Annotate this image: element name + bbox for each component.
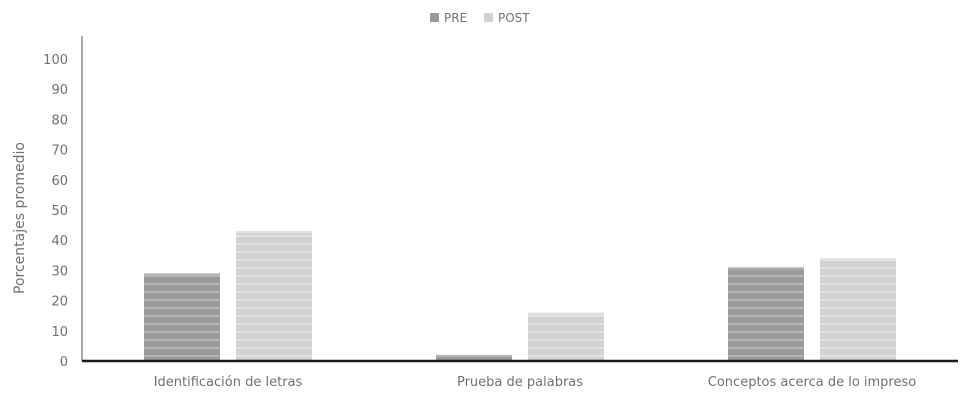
y-tick-label-20: 20 [51, 295, 68, 310]
y-tick-label-50: 50 [51, 204, 68, 219]
bar-pre-1 [436, 354, 512, 361]
y-tick-label-80: 80 [51, 113, 68, 128]
bar-top-pre-1 [436, 354, 512, 357]
y-tick-label-10: 10 [51, 325, 68, 340]
bar-post-2 [820, 258, 896, 361]
legend-label-post: POST [498, 11, 530, 25]
y-tick-label-30: 30 [51, 264, 68, 279]
x-category-label-0: Identificación de letras [154, 375, 303, 390]
y-axis-ticks: 0 10 20 30 40 50 60 70 80 90 100 [43, 53, 68, 370]
legend-label-pre: PRE [444, 11, 467, 25]
bar-pre-0 [144, 273, 220, 361]
x-category-label-2: Conceptos acerca de lo impreso [708, 375, 916, 390]
bar-top-post-0 [236, 231, 312, 234]
bar-post-0 [236, 231, 312, 361]
bars [144, 231, 896, 361]
bar-top-post-1 [528, 312, 604, 315]
legend-swatch-post [484, 13, 493, 22]
x-axis-labels: Identificación de letras Prueba de palabr… [154, 375, 917, 390]
bar-top-post-2 [820, 258, 896, 261]
y-tick-label-100: 100 [43, 53, 68, 68]
bar-pre-2 [728, 267, 804, 361]
y-tick-label-70: 70 [51, 144, 68, 159]
y-tick-label-0: 0 [60, 355, 68, 370]
bar-top-pre-0 [144, 273, 220, 276]
x-category-label-1: Prueba de palabras [457, 375, 583, 390]
y-tick-label-90: 90 [51, 83, 68, 98]
legend-swatch-pre [430, 13, 439, 22]
bar-post-1 [528, 312, 604, 361]
y-tick-label-40: 40 [51, 234, 68, 249]
legend: PRE POST [430, 11, 530, 25]
y-tick-label-60: 60 [51, 174, 68, 189]
y-axis-label: Porcentajes promedio [12, 142, 28, 294]
bar-top-pre-2 [728, 267, 804, 270]
